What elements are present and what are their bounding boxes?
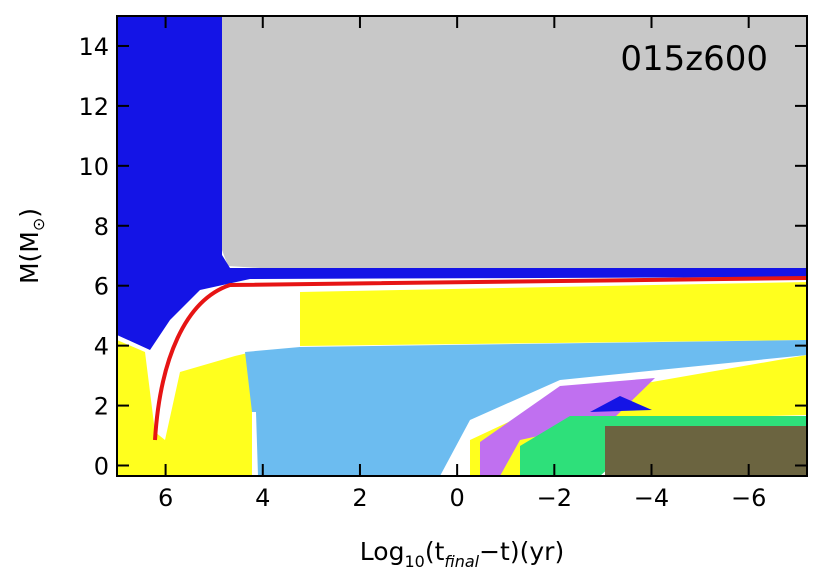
annotation: 015z600 [620, 39, 768, 79]
x-label-sub: 10 [404, 552, 424, 571]
x-axis-label: Log10(tfinal−t)(yr) [360, 537, 564, 571]
y-tick-label: 10 [78, 153, 109, 181]
x-label-sub: final [444, 552, 479, 571]
y-tick-label: 2 [94, 393, 109, 421]
x-tick-label: −2 [537, 484, 572, 512]
x-tick-label: −6 [731, 484, 766, 512]
x-label-part: Log [360, 537, 405, 566]
gray-region [222, 16, 807, 270]
olive-region [605, 426, 807, 476]
x-label-part: −t)(yr) [479, 537, 564, 566]
y-tick-label: 4 [94, 333, 109, 361]
x-tick-label: 4 [255, 484, 270, 512]
y-tick-label: 0 [94, 453, 109, 481]
x-label-part: (t [425, 537, 445, 566]
blue-patch [590, 396, 652, 412]
plot-frame [116, 15, 808, 477]
y-label-part: ) [15, 208, 44, 218]
y-label-part: M(M [15, 231, 44, 284]
yellow-band [300, 282, 807, 346]
light-blue-region [245, 340, 807, 476]
y-tick-label: 6 [94, 273, 109, 301]
y-label-sub: ⊙ [29, 218, 48, 231]
yellow-core [117, 340, 252, 476]
y-tick-label: 12 [78, 93, 109, 121]
blue-region [117, 16, 807, 350]
x-tick-label: 2 [352, 484, 367, 512]
plot-regions [117, 16, 808, 476]
y-tick-label: 14 [78, 33, 109, 61]
x-tick-label: 0 [450, 484, 465, 512]
x-tick-label: 6 [158, 484, 173, 512]
y-tick-label: 8 [94, 213, 109, 241]
x-tick-label: −4 [634, 484, 669, 512]
red-band [153, 276, 808, 441]
y-axis-label: M(M⊙) [15, 208, 48, 284]
